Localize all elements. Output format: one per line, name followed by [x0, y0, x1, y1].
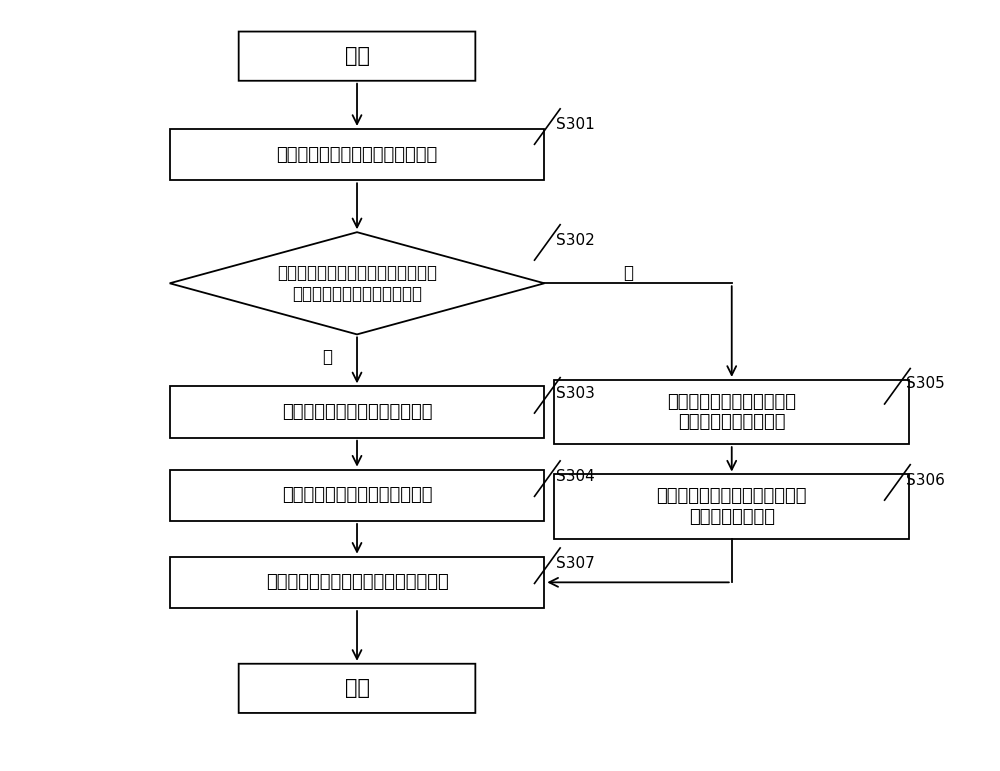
Text: S305: S305 [906, 376, 945, 392]
Bar [170, 470, 544, 521]
Polygon shape [170, 232, 544, 335]
Text: 是: 是 [623, 264, 633, 282]
Bar [554, 474, 909, 539]
Text: S302: S302 [556, 233, 595, 247]
Bar [170, 557, 544, 608]
Text: 结束: 结束 [345, 678, 370, 699]
FancyBboxPatch shape [239, 32, 475, 81]
Text: 确定当前包含裂缝展布特性
的静态声学及电学特征: 确定当前包含裂缝展布特性 的静态声学及电学特征 [667, 392, 796, 432]
Text: 确定当前的静态声学及电学特征: 确定当前的静态声学及电学特征 [282, 403, 432, 421]
Text: 确定当前包含裂缝展布特性的动
态声学及电学特征: 确定当前包含裂缝展布特性的动 态声学及电学特征 [656, 487, 807, 526]
Text: 否: 否 [322, 348, 332, 366]
Text: S306: S306 [906, 473, 945, 487]
Bar [170, 129, 544, 180]
Text: 判断当前测井资料中是否包含压裂施
工后的地球物理测井资料数据: 判断当前测井资料中是否包含压裂施 工后的地球物理测井资料数据 [277, 264, 437, 303]
Text: 构建用于描述干热岩体储热参数的模型: 构建用于描述干热岩体储热参数的模型 [266, 574, 448, 591]
Text: 确定当前的动态声学及电学特征: 确定当前的动态声学及电学特征 [282, 487, 432, 504]
Text: S303: S303 [556, 386, 595, 401]
Text: 获取待研究区的地球物理测井资料: 获取待研究区的地球物理测井资料 [276, 146, 438, 163]
Text: 开始: 开始 [345, 46, 370, 66]
Text: S301: S301 [556, 116, 595, 132]
Text: S307: S307 [556, 556, 595, 571]
Text: S304: S304 [556, 469, 595, 484]
Bar [554, 380, 909, 444]
Bar [170, 386, 544, 438]
FancyBboxPatch shape [239, 664, 475, 713]
